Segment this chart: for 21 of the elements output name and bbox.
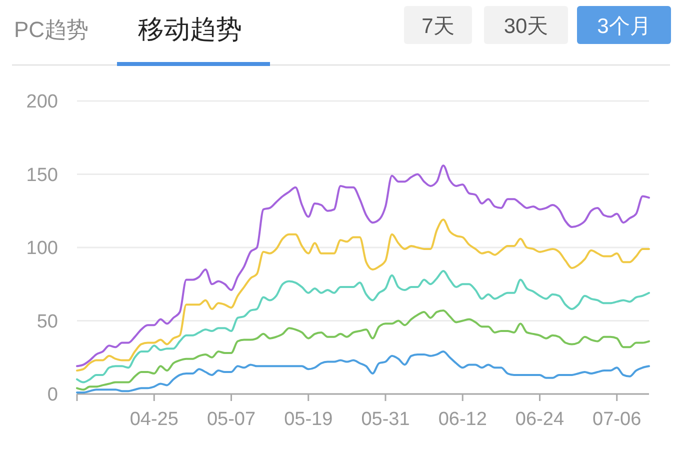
line-series	[76, 309, 650, 391]
line-series	[76, 164, 650, 368]
y-tick-label: 0	[47, 384, 58, 406]
x-tick-label: 05-19	[284, 409, 333, 430]
text: 3个月	[597, 15, 651, 38]
x-tick-label: 05-31	[361, 409, 410, 430]
y-tick-label: 100	[26, 238, 58, 260]
text: PC趋势	[14, 17, 89, 42]
x-tick-label: 04-25	[130, 409, 178, 430]
text: 7天	[422, 15, 454, 38]
y-tick-label: 150	[26, 164, 58, 186]
chart-title: 移动趋势	[138, 14, 242, 44]
y-tick-label: 200	[26, 92, 58, 113]
y-tick-label: 50	[36, 311, 58, 332]
line-series	[76, 218, 650, 372]
text: 30天	[504, 15, 548, 38]
x-tick-label: 07-06	[592, 409, 642, 430]
line-series	[76, 270, 650, 384]
x-tick-label: 05-07	[206, 409, 256, 430]
x-tick-label: 06-24	[515, 409, 564, 430]
x-tick-label: 06-12	[438, 409, 487, 430]
